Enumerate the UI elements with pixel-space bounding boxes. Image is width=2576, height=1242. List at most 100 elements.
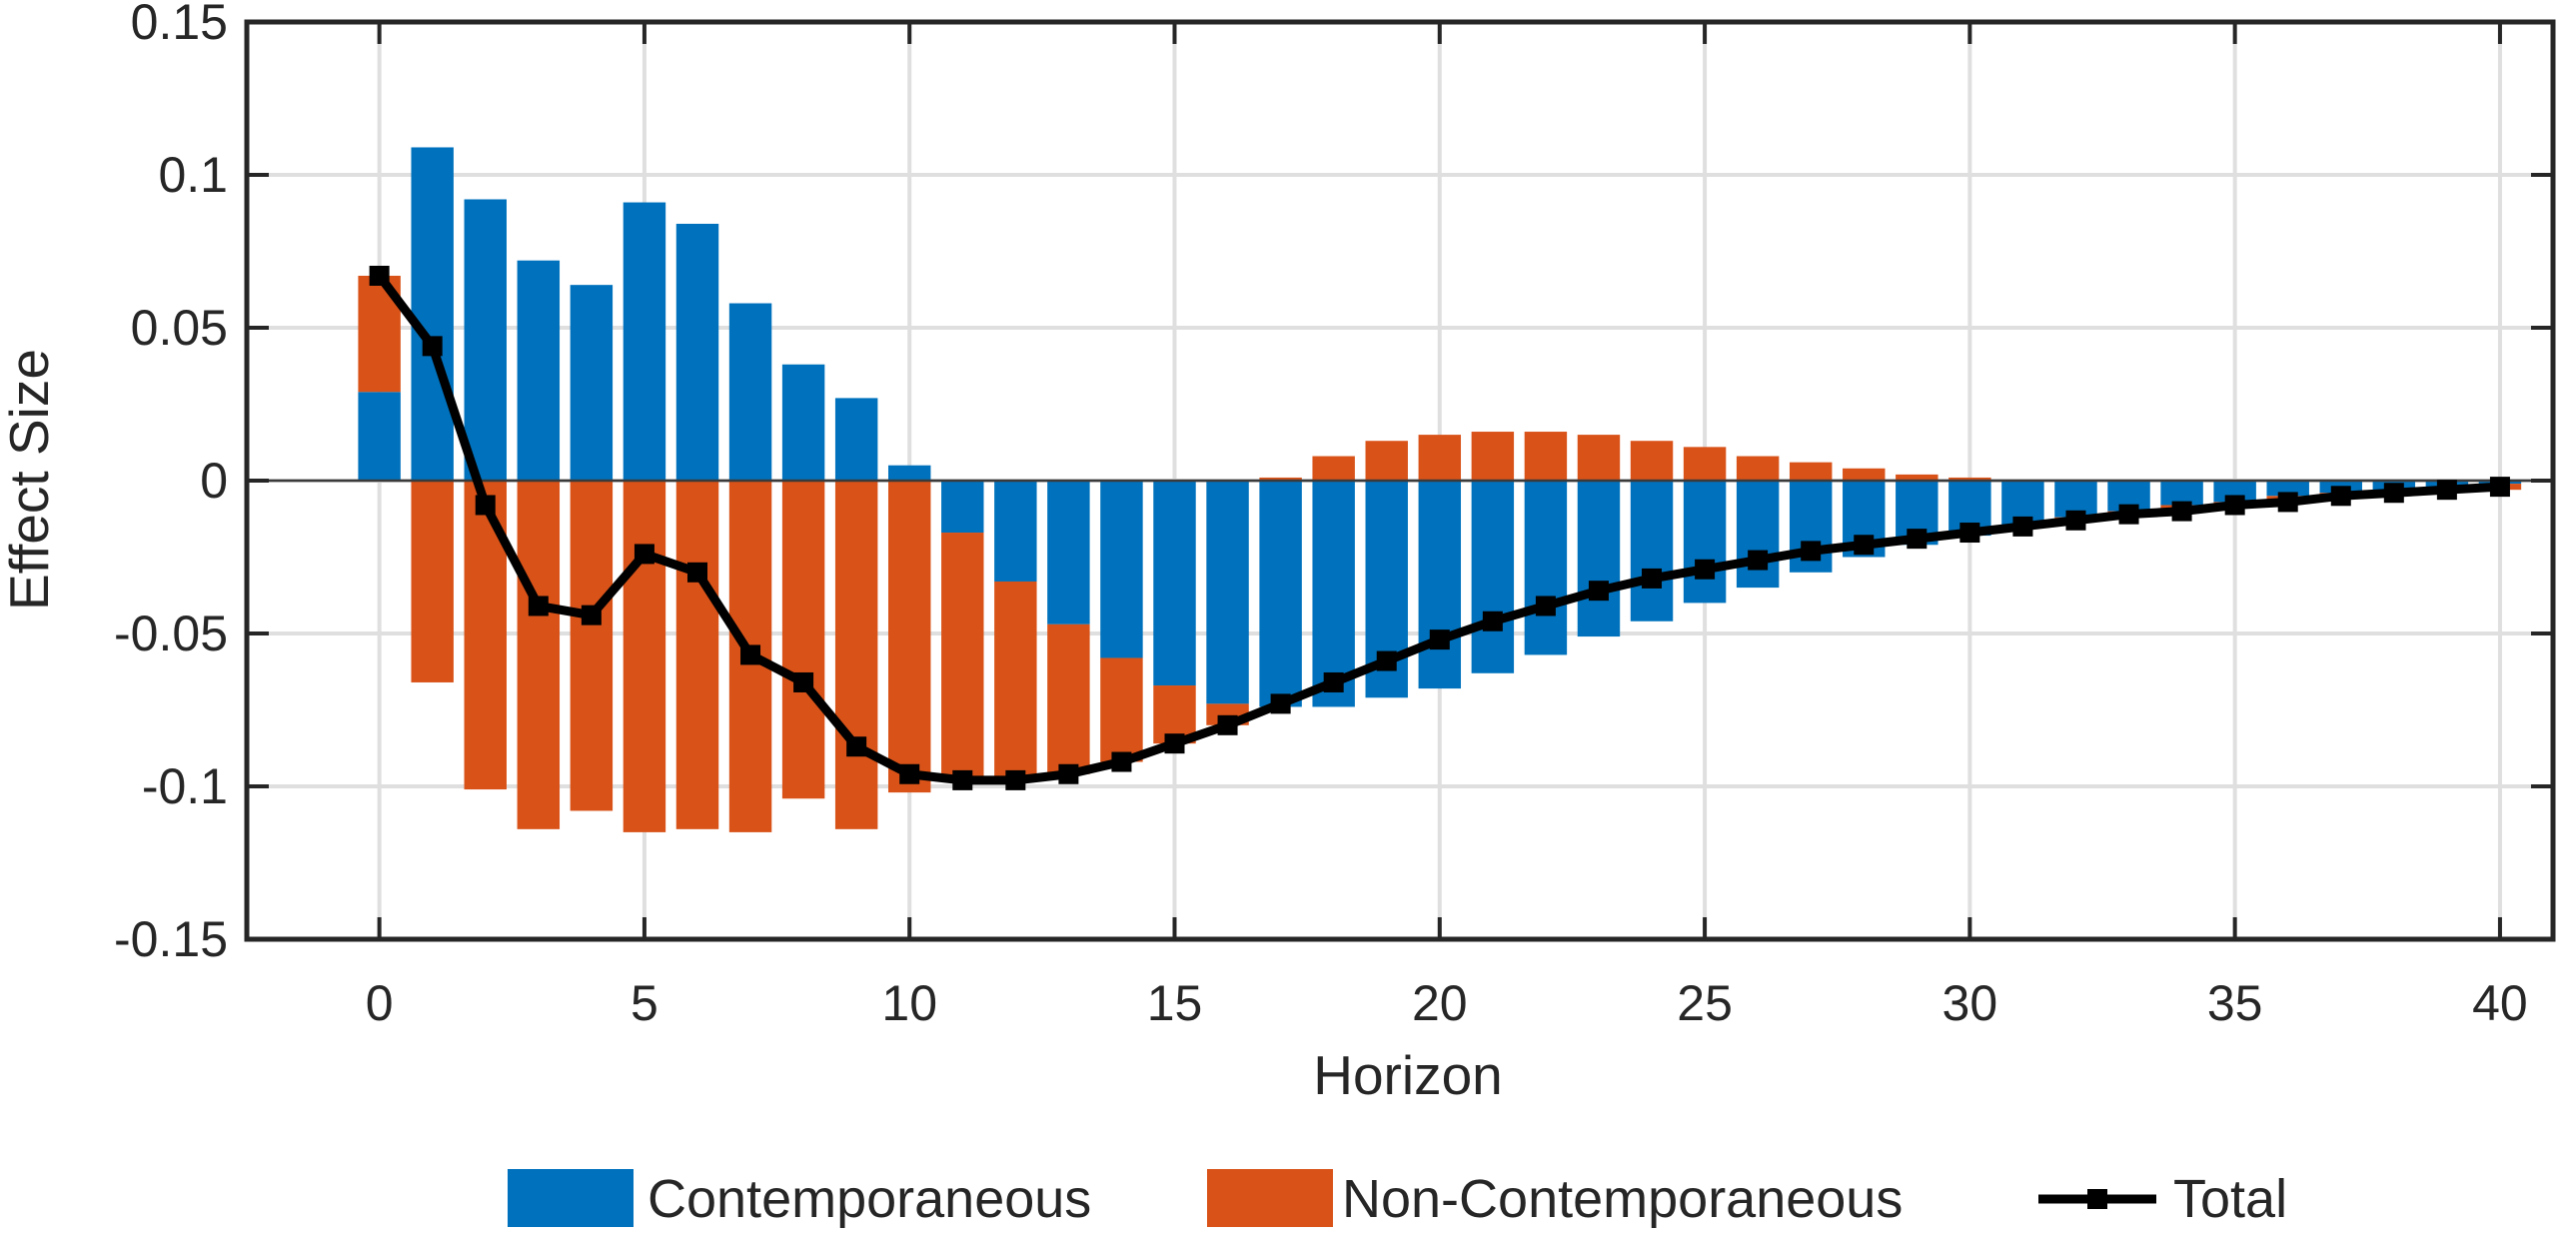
non-contemporaneous-bar <box>570 481 614 811</box>
legend-swatch-contemporaneous <box>508 1169 634 1227</box>
legend-item-non-contemporaneous: Non-Contemporaneous <box>1207 1169 1903 1229</box>
total-point <box>528 596 549 617</box>
non-contemporaneous-bar <box>517 481 561 829</box>
contemporaneous-bar <box>1471 481 1515 673</box>
total-point <box>1695 559 1716 580</box>
y-axis-label: Effect Size <box>0 349 60 611</box>
total-point <box>1429 629 1450 650</box>
non-contemporaneous-bar <box>1100 657 1143 762</box>
non-contemporaneous-bar <box>675 481 719 829</box>
contemporaneous-bar <box>1418 481 1462 689</box>
legend-item-total: Total <box>2038 1169 2287 1229</box>
contemporaneous-bar <box>1524 481 1568 655</box>
contemporaneous-bar <box>728 303 772 481</box>
total-point <box>2436 480 2457 501</box>
non-contemporaneous-bar <box>411 481 454 682</box>
total-point <box>2224 495 2245 516</box>
contemporaneous-bar <box>517 260 561 481</box>
axes <box>244 19 2556 942</box>
total-point <box>2330 486 2351 507</box>
y-tick-label: 0.05 <box>131 300 228 356</box>
non-contemporaneous-bar <box>781 481 825 799</box>
non-contemporaneous-bar <box>1577 435 1621 481</box>
x-tick-label: 5 <box>631 975 658 1031</box>
total-point <box>422 336 443 357</box>
non-contemporaneous-bar <box>1896 474 1938 481</box>
contemporaneous-bar <box>1683 481 1727 604</box>
total-point <box>1111 751 1132 772</box>
total-point <box>1376 650 1397 671</box>
non-contemporaneous-bar <box>1418 435 1462 481</box>
total-point <box>1323 671 1344 692</box>
non-contemporaneous-bar <box>1843 468 1886 481</box>
total-point <box>2012 516 2033 537</box>
total-point <box>686 562 707 583</box>
non-contemporaneous-bar <box>1471 432 1515 481</box>
contemporaneous-bar <box>941 481 984 534</box>
total-point <box>475 495 496 516</box>
contemporaneous-bar <box>1577 481 1621 637</box>
non-contemporaneous-bar <box>994 581 1037 780</box>
total-point <box>1907 529 1928 550</box>
contemporaneous-bar <box>623 202 666 482</box>
total-point <box>2383 483 2404 504</box>
legend-swatch-non-contemporaneous <box>1207 1169 1333 1227</box>
legend-label-non-contemporaneous: Non-Contemporaneous <box>1342 1169 1903 1229</box>
non-contemporaneous-bar <box>1259 477 1302 481</box>
y-tick-label: 0.15 <box>131 0 228 50</box>
y-tick-label: 0.1 <box>158 147 228 203</box>
x-tick-label: 20 <box>1412 975 1468 1031</box>
legend-label-total: Total <box>2173 1169 2287 1229</box>
y-tick-label: 0 <box>200 453 228 509</box>
non-contemporaneous-bar <box>1630 441 1674 481</box>
total-point <box>1535 596 1556 617</box>
total-point <box>1164 733 1185 754</box>
non-contemporaneous-bar <box>1736 456 1780 481</box>
non-contemporaneous-bar <box>1047 623 1090 774</box>
bars <box>358 147 2522 832</box>
legend-swatch-marker-total <box>2087 1189 2107 1209</box>
non-contemporaneous-bar <box>1312 456 1355 481</box>
contemporaneous-bar <box>675 223 719 481</box>
non-contemporaneous-bar <box>1948 477 1991 481</box>
total-point <box>2277 492 2298 513</box>
non-contemporaneous-bar <box>887 481 931 793</box>
total-point <box>793 671 814 692</box>
total-point <box>581 605 602 625</box>
contemporaneous-bar <box>887 465 931 481</box>
total-point <box>846 736 867 757</box>
non-contemporaneous-bar <box>1789 462 1833 481</box>
contemporaneous-bar <box>1736 481 1780 589</box>
total-point <box>1005 769 1026 790</box>
total-point <box>1801 541 1822 562</box>
non-contemporaneous-bar <box>1683 447 1727 481</box>
total-point <box>1748 550 1769 571</box>
total-point <box>1854 535 1875 556</box>
total-point <box>1959 523 1980 544</box>
legend-label-contemporaneous: Contemporaneous <box>647 1169 1091 1229</box>
non-contemporaneous-bar <box>1524 432 1568 481</box>
total-point <box>1482 611 1503 631</box>
x-tick-label: 15 <box>1147 975 1203 1031</box>
total-point <box>2171 501 2192 522</box>
contemporaneous-bar <box>1259 481 1302 707</box>
contemporaneous-bar <box>834 398 878 481</box>
total-point <box>1588 581 1609 602</box>
contemporaneous-bar <box>2160 481 2203 506</box>
x-tick-label: 30 <box>1942 975 1998 1031</box>
non-contemporaneous-bar <box>941 533 984 780</box>
legend-item-contemporaneous: Contemporaneous <box>508 1169 1091 1229</box>
y-tick-label: -0.15 <box>114 911 228 967</box>
y-tick-label: -0.1 <box>142 758 228 814</box>
total-line-layer <box>369 265 2510 790</box>
non-contemporaneous-bar <box>1365 441 1408 481</box>
x-tick-label: 10 <box>881 975 937 1031</box>
total-point <box>1217 714 1238 735</box>
x-tick-label: 40 <box>2472 975 2528 1031</box>
total-point <box>952 769 973 790</box>
contemporaneous-bar <box>2213 481 2256 503</box>
x-tick-label: 25 <box>1677 975 1733 1031</box>
total-point <box>634 544 654 565</box>
